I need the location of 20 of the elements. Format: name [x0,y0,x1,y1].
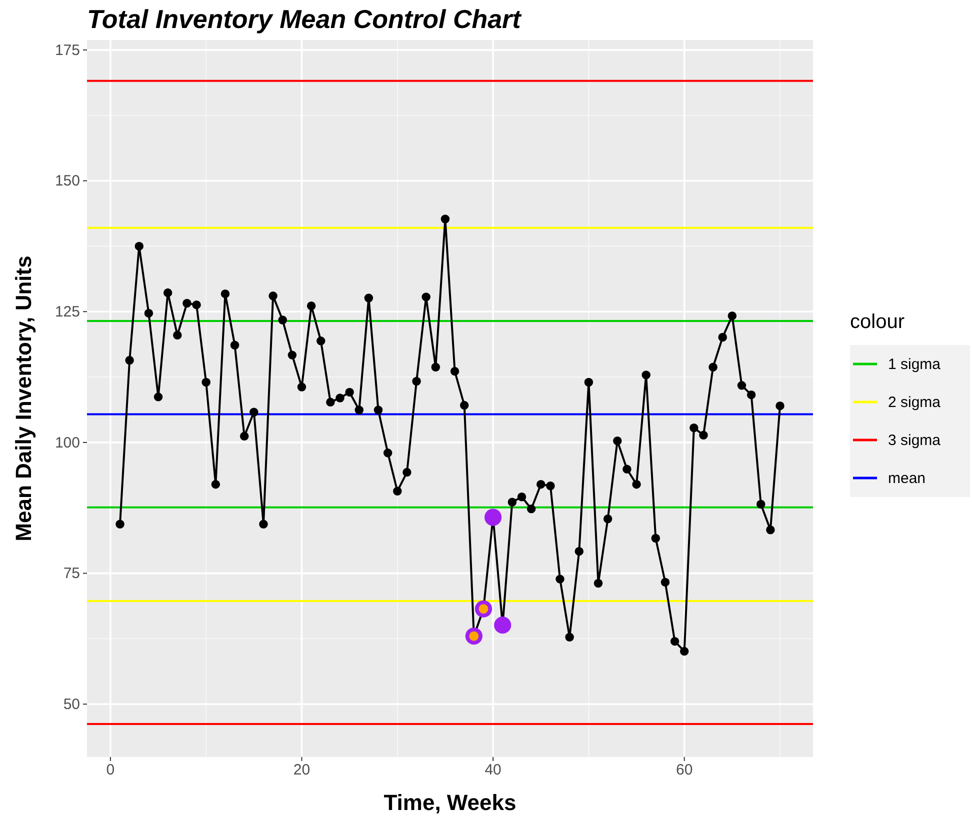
point [484,508,502,526]
legend-title: colour [850,311,905,333]
x-tick-label: 60 [676,762,693,779]
chart-title: Total Inventory Mean Control Chart [87,4,522,34]
legend-label: mean [888,470,926,487]
x-tick-label: 0 [106,762,115,779]
y-tick-label: 100 [54,434,80,452]
x-tick-label: 40 [484,762,502,779]
y-tick-label: 125 [54,303,80,320]
legend-label: 3 sigma [888,432,942,449]
legend-label: 2 sigma [888,394,942,411]
y-axis-title: Mean Daily Inventory, Units [11,256,36,542]
y-tick-label: 75 [63,565,80,582]
y-tick-label: 175 [54,42,80,59]
point [494,616,512,634]
legend-label: 1 sigma [888,356,942,373]
y-tick-label: 150 [54,172,80,190]
x-tick-label: 20 [293,762,310,779]
y-tick-label: 50 [63,696,80,713]
x-axis-title: Time, Weeks [384,790,516,815]
